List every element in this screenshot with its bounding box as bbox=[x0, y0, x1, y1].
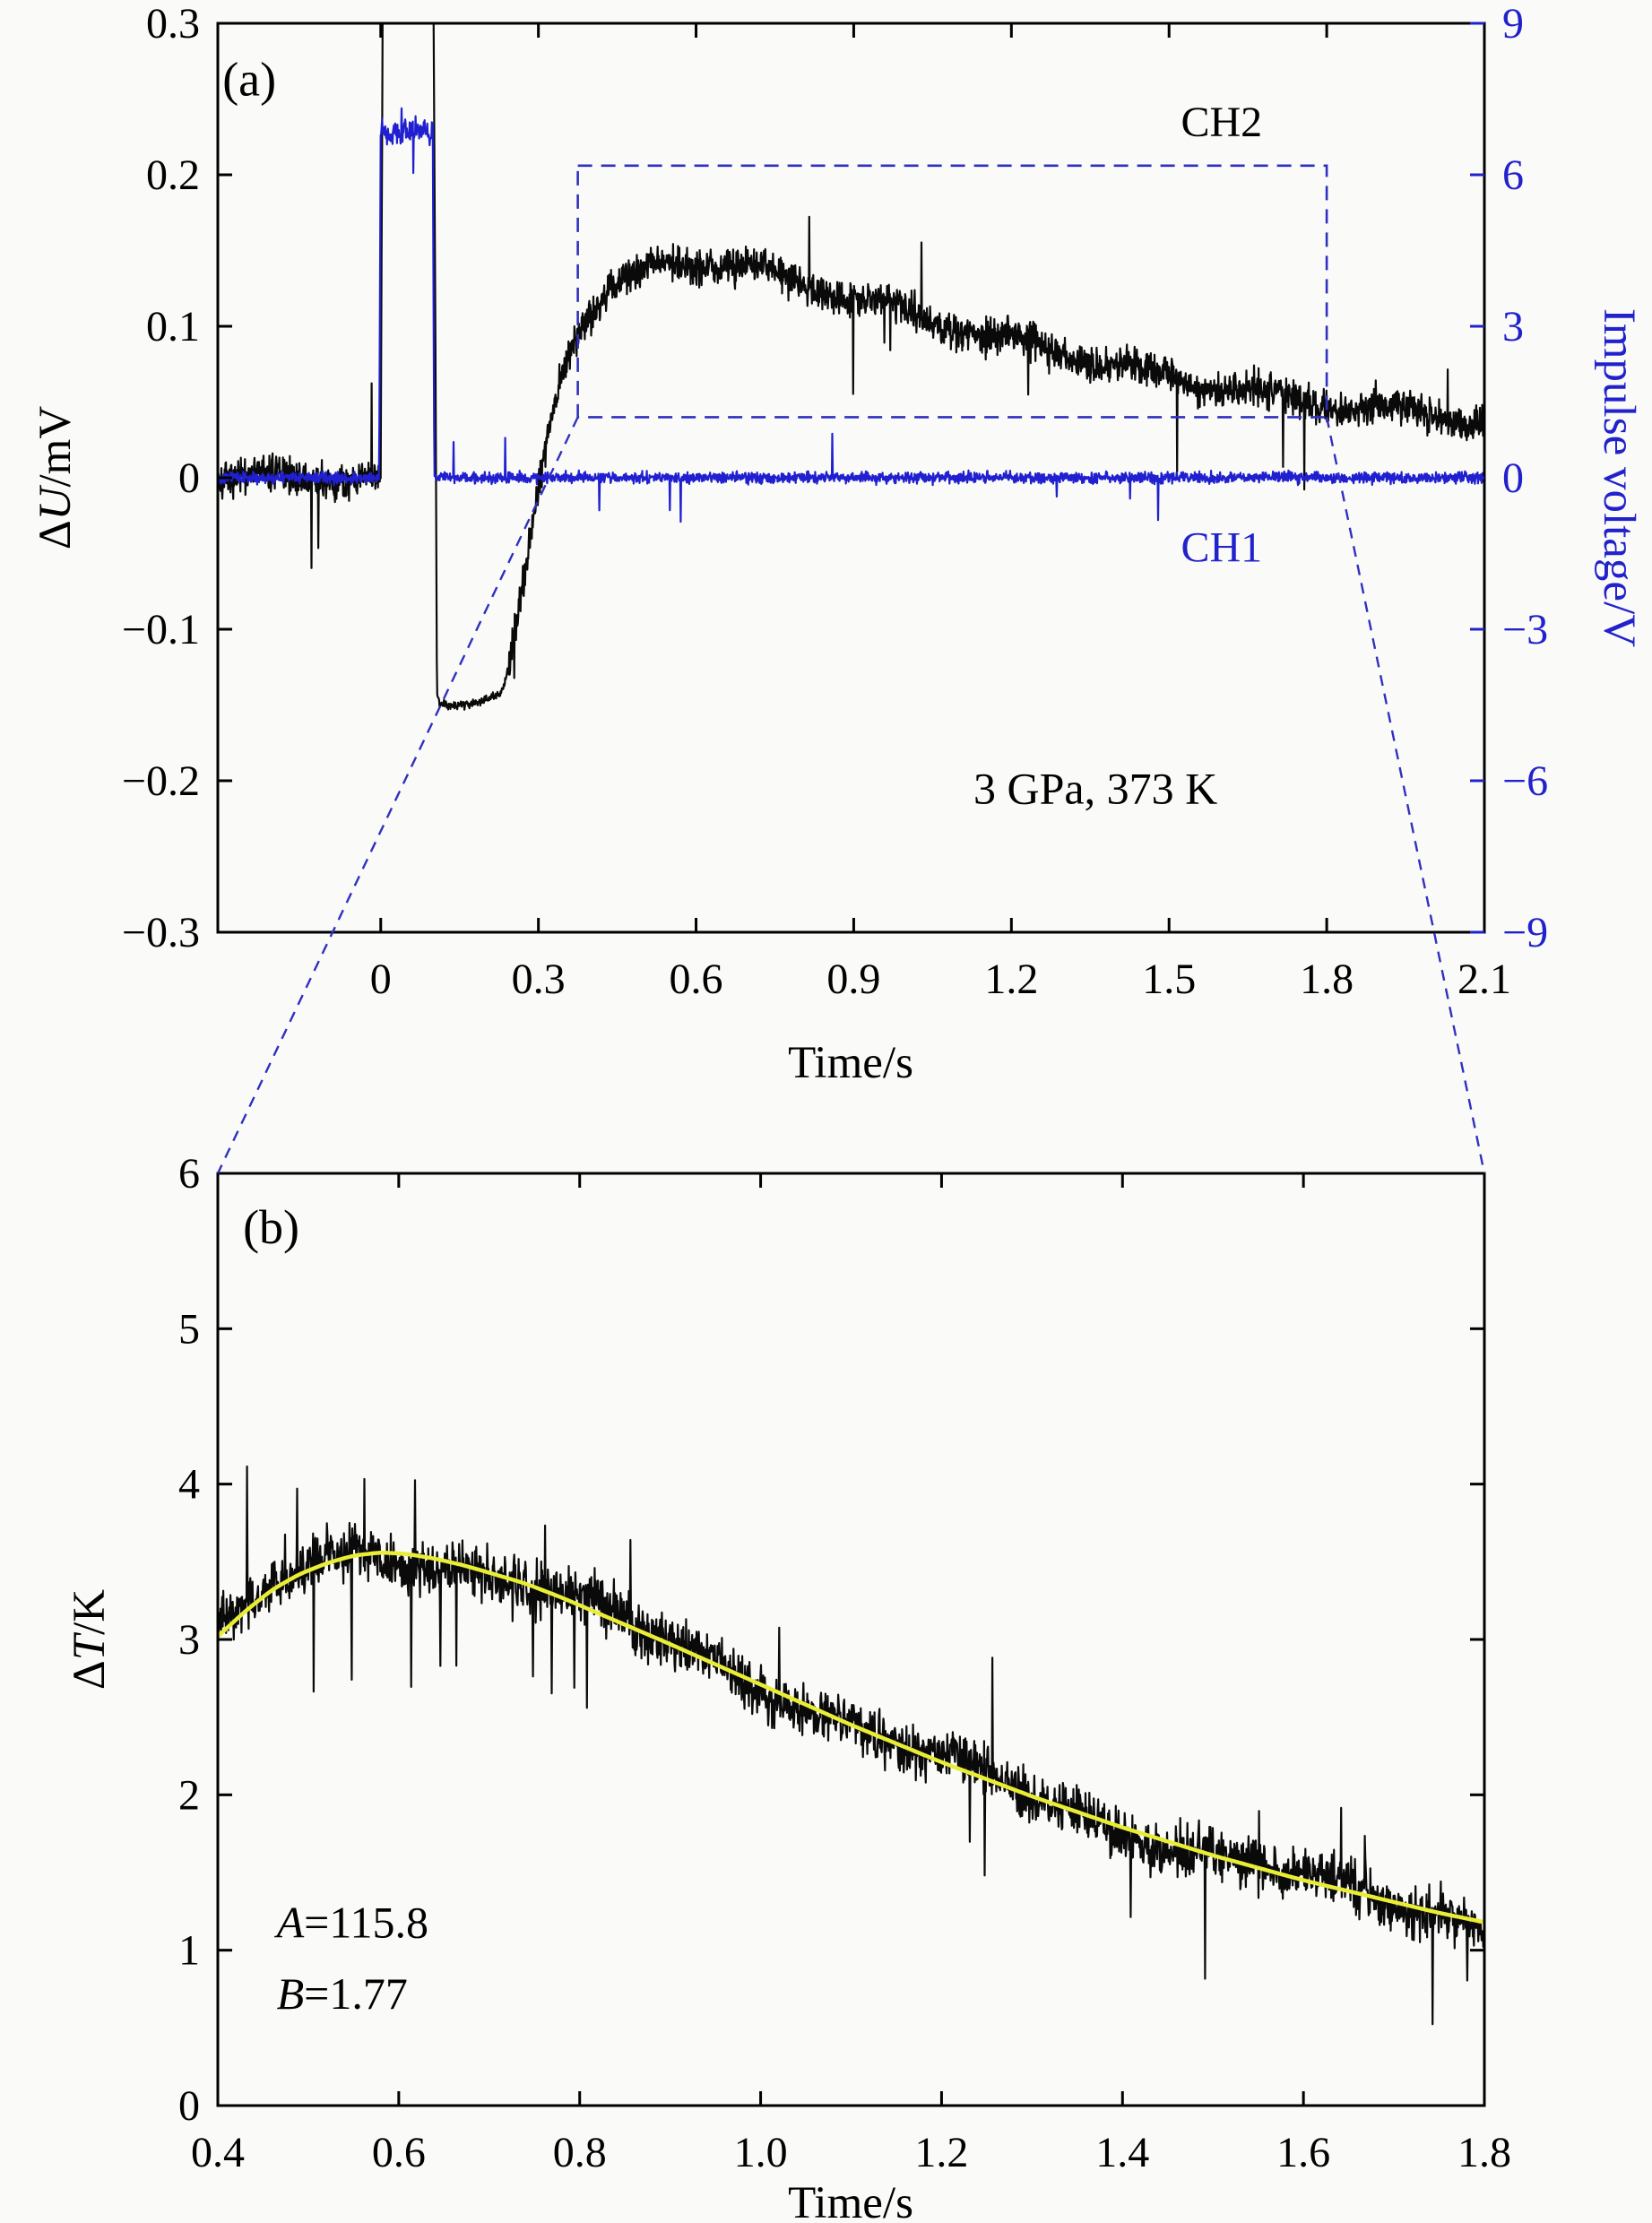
svg-text:5: 5 bbox=[178, 1305, 200, 1353]
svg-text:3: 3 bbox=[1502, 303, 1524, 350]
svg-text:0.6: 0.6 bbox=[372, 2129, 426, 2176]
panel_a-trace-ch2 bbox=[218, 23, 1484, 711]
svg-text:A=115.8: A=115.8 bbox=[274, 1897, 428, 1947]
svg-text:−0.1: −0.1 bbox=[122, 606, 200, 653]
panel_b-frame bbox=[216, 1172, 1486, 2107]
svg-text:1.4: 1.4 bbox=[1095, 2129, 1149, 2176]
svg-text:1.5: 1.5 bbox=[1142, 956, 1196, 1003]
svg-text:ΔT/K: ΔT/K bbox=[65, 1589, 115, 1690]
svg-text:3 GPa, 373 K: 3 GPa, 373 K bbox=[973, 763, 1217, 813]
svg-text:4: 4 bbox=[178, 1460, 200, 1508]
panel_b-trace-measured bbox=[218, 1465, 1484, 2026]
svg-text:1.8: 1.8 bbox=[1457, 2129, 1511, 2176]
svg-text:6: 6 bbox=[178, 1150, 200, 1198]
zoom-region-box bbox=[576, 164, 1328, 419]
svg-text:(a): (a) bbox=[222, 53, 276, 107]
panel_b: 0.4 0.6 0.8 1.0 1.2 1.4 1.6 1.8 0 1 2 3 4 5 6 ΔT/K Time/… bbox=[65, 1150, 1511, 2223]
svg-text:0.3: 0.3 bbox=[146, 0, 200, 48]
svg-text:Time/s: Time/s bbox=[788, 2178, 913, 2223]
svg-text:2.1: 2.1 bbox=[1457, 956, 1511, 1003]
svg-text:CH1: CH1 bbox=[1181, 523, 1263, 571]
svg-text:0.2: 0.2 bbox=[146, 151, 200, 199]
zoom-connector-lines bbox=[216, 416, 1486, 1174]
svg-text:1.8: 1.8 bbox=[1300, 956, 1354, 1003]
svg-text:2: 2 bbox=[178, 1771, 200, 1819]
svg-text:1.6: 1.6 bbox=[1276, 2129, 1330, 2176]
svg-text:9: 9 bbox=[1502, 0, 1524, 48]
svg-text:−9: −9 bbox=[1502, 909, 1548, 956]
panel_a-traces bbox=[218, 23, 1484, 711]
svg-text:Impulse voltage/V: Impulse voltage/V bbox=[1594, 308, 1644, 647]
svg-text:1: 1 bbox=[178, 1926, 200, 1974]
svg-text:1.2: 1.2 bbox=[984, 956, 1038, 1003]
svg-text:0.4: 0.4 bbox=[191, 2129, 245, 2176]
svg-text:(b): (b) bbox=[243, 1200, 299, 1254]
svg-text:CH2: CH2 bbox=[1181, 98, 1263, 145]
svg-text:1.2: 1.2 bbox=[914, 2129, 968, 2176]
svg-text:0.1: 0.1 bbox=[146, 303, 200, 350]
svg-text:ΔU/mV: ΔU/mV bbox=[30, 406, 81, 549]
svg-text:0.9: 0.9 bbox=[826, 956, 880, 1003]
svg-text:−0.2: −0.2 bbox=[122, 757, 200, 805]
svg-text:3: 3 bbox=[178, 1616, 200, 1664]
svg-text:1.0: 1.0 bbox=[734, 2129, 788, 2176]
svg-text:0: 0 bbox=[1502, 454, 1524, 502]
svg-text:0.6: 0.6 bbox=[670, 956, 723, 1003]
svg-text:Time/s: Time/s bbox=[788, 1038, 913, 1088]
panel_a: 0 0.3 0.6 0.9 1.2 1.5 1.8 2.1 −0.3 −0.2 −0.1 0 0.1 0.… bbox=[30, 0, 1644, 1088]
panel_a-trace-ch1 bbox=[218, 107, 1484, 523]
svg-text:0: 0 bbox=[178, 2082, 200, 2130]
panel_b-traces bbox=[218, 1465, 1484, 2026]
svg-text:0.8: 0.8 bbox=[553, 2129, 607, 2176]
svg-text:−6: −6 bbox=[1502, 757, 1548, 805]
svg-text:6: 6 bbox=[1502, 151, 1524, 199]
svg-text:0.3: 0.3 bbox=[512, 956, 566, 1003]
svg-text:−3: −3 bbox=[1502, 606, 1548, 653]
svg-text:0: 0 bbox=[370, 956, 392, 1003]
svg-text:−0.3: −0.3 bbox=[122, 909, 200, 956]
panel_b-trace-fit-a-115-8-b-1-77 bbox=[218, 1551, 1484, 1925]
svg-text:0: 0 bbox=[178, 454, 200, 502]
svg-text:B=1.77: B=1.77 bbox=[277, 1968, 408, 2019]
